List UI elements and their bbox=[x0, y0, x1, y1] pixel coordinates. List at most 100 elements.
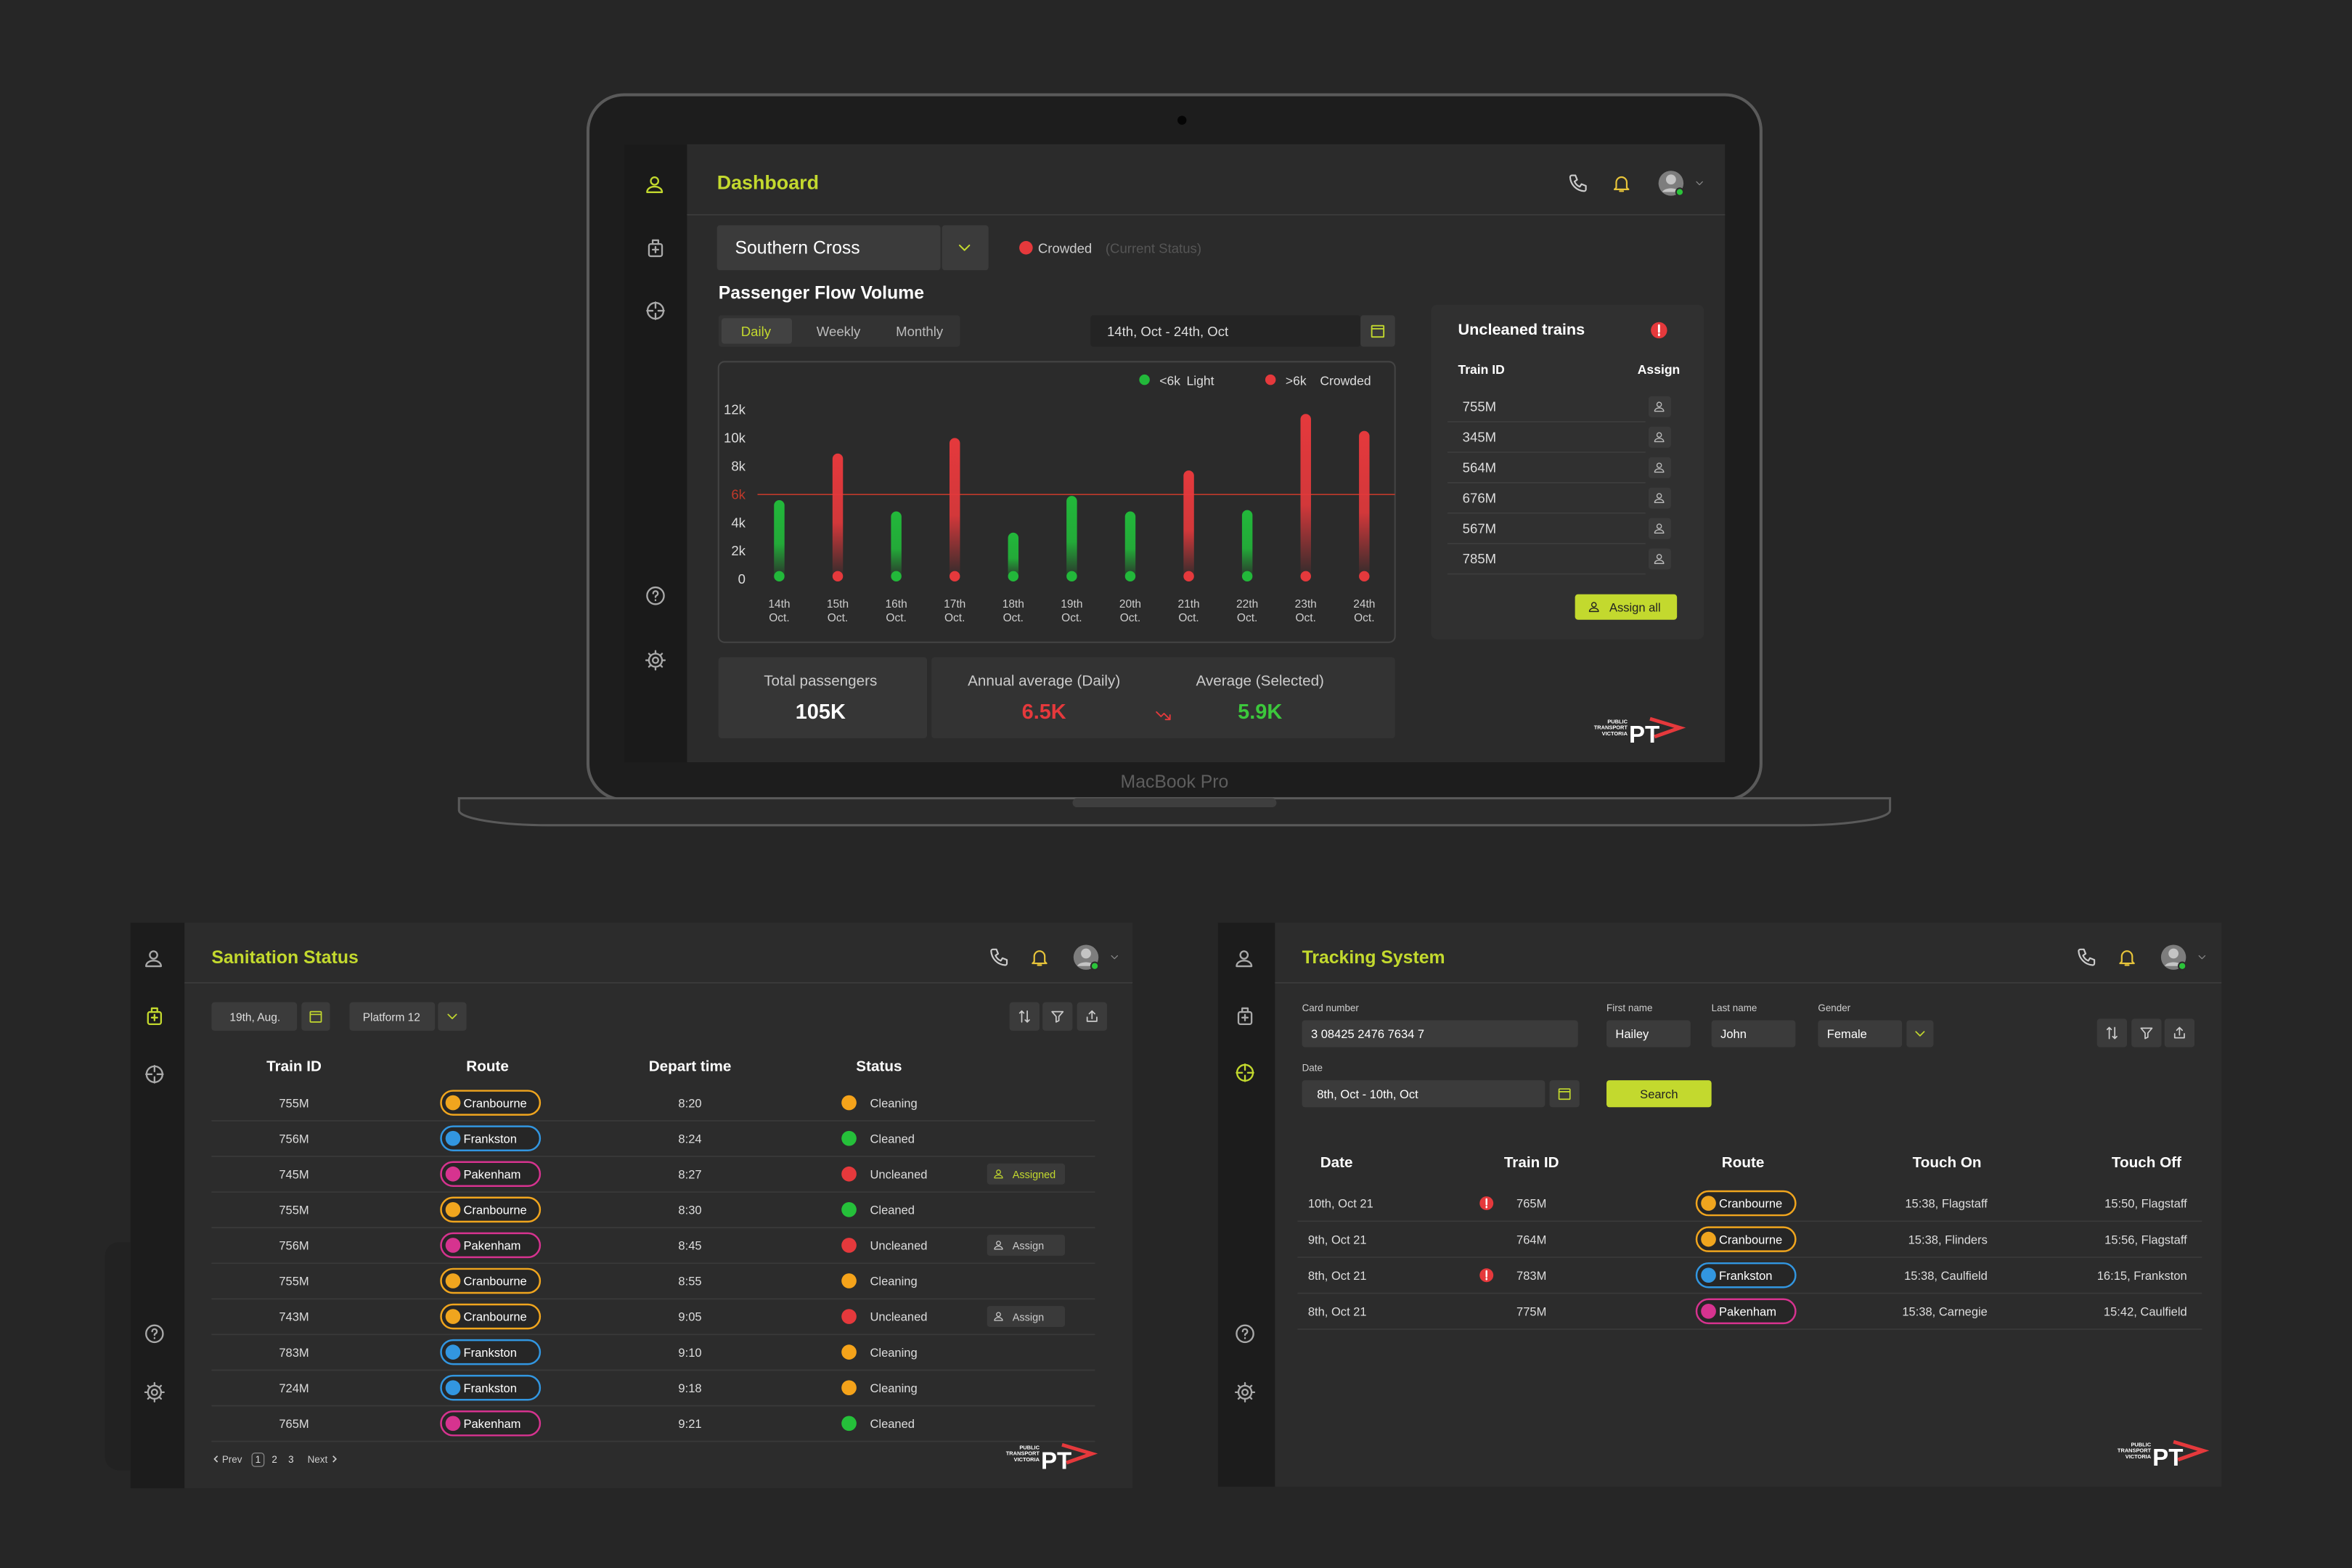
sort-button[interactable] bbox=[1009, 1002, 1040, 1031]
text-input[interactable] bbox=[1606, 1020, 1691, 1048]
status-text: Cleaned bbox=[870, 1417, 915, 1431]
x-tick-label: 18th Oct. bbox=[1002, 598, 1024, 624]
touch-off: 16:15, Frankston bbox=[2097, 1269, 2187, 1283]
page-button[interactable]: 1 bbox=[256, 1454, 261, 1465]
train-id: 745M bbox=[279, 1167, 309, 1181]
train-id: 755M bbox=[279, 1204, 309, 1217]
filter-button[interactable] bbox=[1042, 1002, 1073, 1031]
route-pill bbox=[440, 1232, 542, 1259]
train-id: 564M bbox=[1463, 460, 1496, 475]
route-icon bbox=[445, 1344, 461, 1360]
tab[interactable]: Weekly bbox=[817, 324, 861, 339]
page-button[interactable]: 2 bbox=[271, 1454, 277, 1465]
x-tick-label-box: 18th Oct. bbox=[1002, 598, 1024, 624]
user-avatar[interactable] bbox=[1072, 944, 1100, 971]
platform-dropdown[interactable] bbox=[438, 1002, 467, 1031]
depart-time: 9:18 bbox=[678, 1381, 701, 1395]
x-tick-label-box: 16th Oct. bbox=[885, 598, 907, 624]
x-tick-label-box: 17th Oct. bbox=[944, 598, 966, 624]
text-input[interactable] bbox=[1711, 1020, 1796, 1048]
logo-arrow bbox=[1061, 1442, 1098, 1465]
page-title: Tracking System bbox=[1302, 948, 1445, 968]
column-header: Route bbox=[466, 1058, 509, 1075]
y-tick-label: 2k bbox=[731, 543, 746, 558]
platform-select[interactable] bbox=[349, 1002, 436, 1031]
status-dot bbox=[1008, 571, 1019, 582]
bar bbox=[949, 438, 960, 579]
route-icon bbox=[445, 1273, 461, 1289]
calendar-button[interactable] bbox=[301, 1002, 330, 1031]
train-id: 755M bbox=[279, 1275, 309, 1289]
route-icon bbox=[445, 1309, 461, 1324]
status-dot bbox=[1124, 571, 1136, 582]
tab[interactable]: Daily bbox=[741, 324, 772, 339]
assign-all-button[interactable] bbox=[1575, 594, 1678, 620]
logo-text: PUBLIC bbox=[1607, 718, 1628, 724]
text-input[interactable] bbox=[1302, 1020, 1578, 1048]
x-tick-label: 22th Oct. bbox=[1236, 598, 1259, 624]
train-id: 783M bbox=[1516, 1269, 1546, 1283]
x-tick-label-box: 21th Oct. bbox=[1177, 599, 1199, 624]
assign-button[interactable] bbox=[987, 1163, 1066, 1185]
x-tick-label-box: 14th Oct. bbox=[768, 599, 790, 624]
date-input[interactable] bbox=[211, 1002, 298, 1031]
calendar-button[interactable] bbox=[1549, 1080, 1580, 1108]
assign-label[interactable]: Assign bbox=[1013, 1241, 1044, 1252]
date-input[interactable] bbox=[1302, 1080, 1545, 1108]
route-pill bbox=[440, 1339, 542, 1365]
x-tick-label: 23th Oct. bbox=[1294, 598, 1317, 624]
filter-button[interactable] bbox=[2131, 1018, 2162, 1048]
logo-text: TRANSPORT bbox=[2118, 1447, 2152, 1454]
x-tick-label: 19th Oct. bbox=[1061, 598, 1083, 624]
y-tick-label: 12k bbox=[724, 402, 746, 417]
alert-icon bbox=[1479, 1195, 1495, 1212]
next-button[interactable]: Next bbox=[308, 1454, 328, 1465]
status-dot bbox=[841, 1130, 857, 1146]
assign-label[interactable]: Assign bbox=[1013, 1312, 1044, 1323]
user-avatar[interactable] bbox=[2160, 944, 2187, 971]
bar bbox=[891, 511, 902, 579]
calendar-button[interactable] bbox=[1360, 315, 1395, 347]
route-name: Cranbourne bbox=[463, 1096, 526, 1110]
field-label: Date bbox=[1302, 1063, 1323, 1074]
x-tick-label: 20th Oct. bbox=[1119, 598, 1142, 624]
prev-button[interactable]: Prev bbox=[222, 1454, 242, 1465]
button-label[interactable]: Search bbox=[1640, 1087, 1678, 1101]
column-header: Date bbox=[1320, 1154, 1353, 1171]
page-button[interactable]: 3 bbox=[288, 1454, 293, 1465]
gender-dropdown[interactable] bbox=[1906, 1020, 1934, 1048]
sort-button[interactable] bbox=[2096, 1018, 2128, 1048]
panel-title: Uncleaned trains bbox=[1458, 320, 1585, 338]
assign-button[interactable] bbox=[987, 1234, 1066, 1256]
route-name: Pakenham bbox=[463, 1417, 520, 1431]
button-label[interactable]: Assign all bbox=[1609, 600, 1661, 614]
status-text: Cleaning bbox=[870, 1275, 917, 1289]
x-tick-label: 16th Oct. bbox=[885, 598, 907, 624]
date-range-input[interactable] bbox=[1090, 315, 1361, 347]
station-select[interactable] bbox=[716, 225, 941, 271]
logo-text: VICTORIA bbox=[1014, 1456, 1040, 1463]
search-button[interactable] bbox=[1606, 1080, 1712, 1108]
status-dot bbox=[841, 1309, 857, 1324]
logo-text: TRANSPORT bbox=[1594, 724, 1628, 731]
tab[interactable]: Monthly bbox=[896, 324, 944, 339]
bar bbox=[832, 453, 844, 579]
depart-time: 8:24 bbox=[678, 1132, 701, 1146]
station-dropdown[interactable] bbox=[942, 225, 989, 271]
status-text: Crowded bbox=[1038, 241, 1092, 256]
text-input[interactable] bbox=[1818, 1020, 1903, 1048]
x-tick-label: 17th Oct. bbox=[944, 598, 966, 624]
bar bbox=[1008, 532, 1019, 579]
assign-label[interactable]: Assigned bbox=[1013, 1169, 1055, 1181]
tracking-sidebar bbox=[1217, 923, 1275, 1487]
user-avatar[interactable] bbox=[1657, 170, 1685, 197]
train-id: 676M bbox=[1463, 490, 1496, 505]
touch-on: 15:38, Flinders bbox=[1908, 1233, 1988, 1246]
depart-time: 8:55 bbox=[678, 1275, 701, 1289]
assign-button[interactable] bbox=[987, 1306, 1066, 1328]
column-header: Train ID bbox=[1504, 1154, 1559, 1171]
touch-off: 15:56, Flagstaff bbox=[2104, 1233, 2187, 1246]
train-id: 764M bbox=[1516, 1233, 1546, 1246]
route-pill bbox=[440, 1267, 542, 1294]
route-pill bbox=[440, 1410, 542, 1437]
